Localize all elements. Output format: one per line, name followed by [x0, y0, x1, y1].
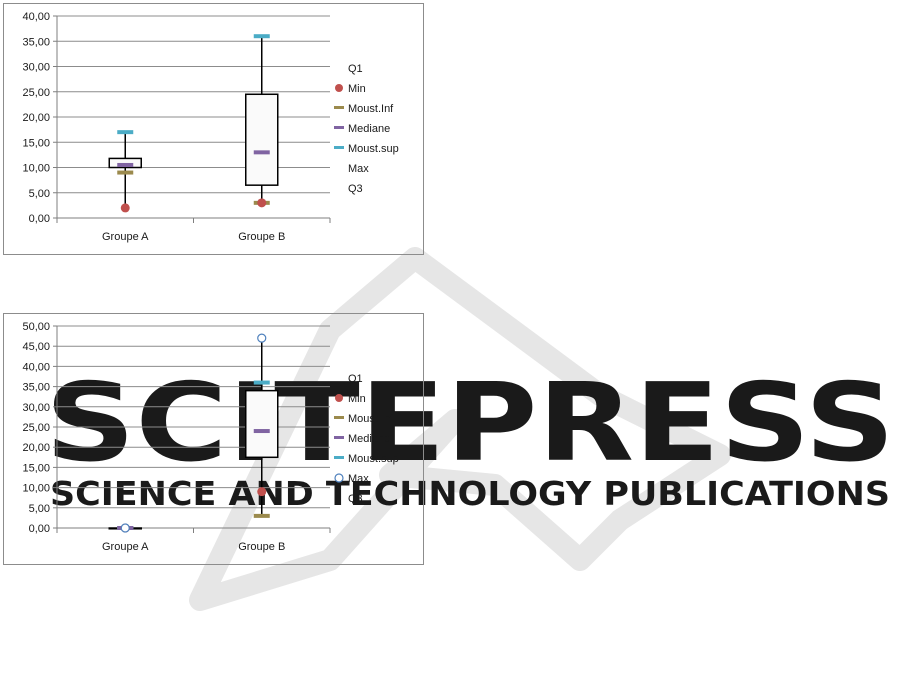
- y-tick-label: 15,00: [22, 462, 50, 474]
- min-marker: [120, 203, 130, 213]
- box-plot-chart-1: 0,00 5,00 10,00 15,00 20,00 25,00 30,00 35,00 40…: [3, 3, 424, 255]
- moust-inf-marker: [253, 513, 270, 518]
- iqr-box: [108, 157, 142, 169]
- legend-label: Min: [348, 393, 366, 405]
- y-tick-label: 20,00: [22, 442, 50, 454]
- box-plot-chart-2: 0,00 5,00 10,00 15,00 20,00 25,00 30,00 35,00 40…: [3, 313, 424, 565]
- y-tick-label: 15,00: [22, 137, 50, 149]
- legend-label: Min: [348, 83, 366, 95]
- legend-label: Moust.Inf: [348, 103, 394, 115]
- legend-moust-inf-swatch: [334, 106, 344, 109]
- min-marker: [257, 198, 267, 208]
- y-tick-label: 45,00: [22, 341, 50, 353]
- legend-label: Mediane: [348, 433, 390, 445]
- moust-sup-marker: [117, 130, 134, 135]
- y-tick-label: 5,00: [29, 188, 50, 200]
- max-marker: [120, 523, 130, 533]
- legend-moust-sup-swatch: [334, 456, 344, 459]
- x-category-label: Groupe A: [102, 231, 149, 243]
- x-category-label: Groupe B: [238, 541, 285, 553]
- y-tick-label: 5,00: [29, 503, 50, 515]
- y-tick-label: 10,00: [22, 483, 50, 495]
- legend-label: Moust.sup: [348, 453, 399, 465]
- iqr-box: [245, 389, 279, 459]
- legend-label: Mediane: [348, 123, 390, 135]
- legend-min-swatch: [335, 84, 343, 92]
- moust-sup-marker: [253, 34, 270, 39]
- moust-sup-marker: [253, 380, 270, 385]
- y-tick-label: 20,00: [22, 112, 50, 124]
- y-tick-label: 35,00: [22, 36, 50, 48]
- y-tick-label: 30,00: [22, 402, 50, 414]
- legend-min-swatch: [335, 394, 343, 402]
- legend-moust-sup-swatch: [334, 146, 344, 149]
- y-tick-label: 30,00: [22, 62, 50, 74]
- box-plot-svg-2: 0,00 5,00 10,00 15,00 20,00 25,00 30,00 35,00 40…: [22, 321, 399, 553]
- y-tick-label: 0,00: [29, 523, 50, 535]
- y-tick-label: 10,00: [22, 163, 50, 175]
- x-category-label: Groupe A: [102, 541, 149, 553]
- legend-label: Max: [348, 163, 369, 175]
- legend-label: Q3: [348, 493, 363, 505]
- y-tick-label: 25,00: [22, 422, 50, 434]
- y-tick-label: 50,00: [22, 321, 50, 333]
- median-marker: [253, 429, 270, 434]
- y-tick-label: 35,00: [22, 382, 50, 394]
- legend-max-swatch: [334, 473, 344, 483]
- moust-inf-marker: [117, 170, 134, 175]
- x-category-label: Groupe B: [238, 231, 285, 243]
- watermark-subtitle: SCIENCE AND TECHNOLOGY PUBLICATIONS: [50, 474, 890, 513]
- median-marker: [253, 150, 270, 155]
- y-tick-label: 0,00: [29, 213, 50, 225]
- legend-label: Max: [348, 473, 369, 485]
- legend-label: Q3: [348, 183, 363, 195]
- box-plot-svg-1: 0,00 5,00 10,00 15,00 20,00 25,00 30,00 35,00 40…: [22, 11, 399, 243]
- legend-label: Q1: [348, 373, 363, 385]
- legend-label: Moust.sup: [348, 143, 399, 155]
- watermark-book-shape: [189, 247, 731, 611]
- median-marker: [117, 162, 134, 167]
- iqr-box: [245, 93, 279, 186]
- legend-mediane-swatch: [334, 436, 344, 439]
- legend-label: Moust.Inf: [348, 413, 394, 425]
- legend-label: Q1: [348, 63, 363, 75]
- max-marker: [257, 333, 267, 343]
- y-tick-label: 25,00: [22, 87, 50, 99]
- watermark-title: SCITEPRESS: [45, 361, 895, 486]
- y-tick-label: 40,00: [22, 361, 50, 373]
- legend-mediane-swatch: [334, 126, 344, 129]
- y-tick-label: 40,00: [22, 11, 50, 23]
- min-marker: [257, 487, 267, 497]
- legend-moust-inf-swatch: [334, 416, 344, 419]
